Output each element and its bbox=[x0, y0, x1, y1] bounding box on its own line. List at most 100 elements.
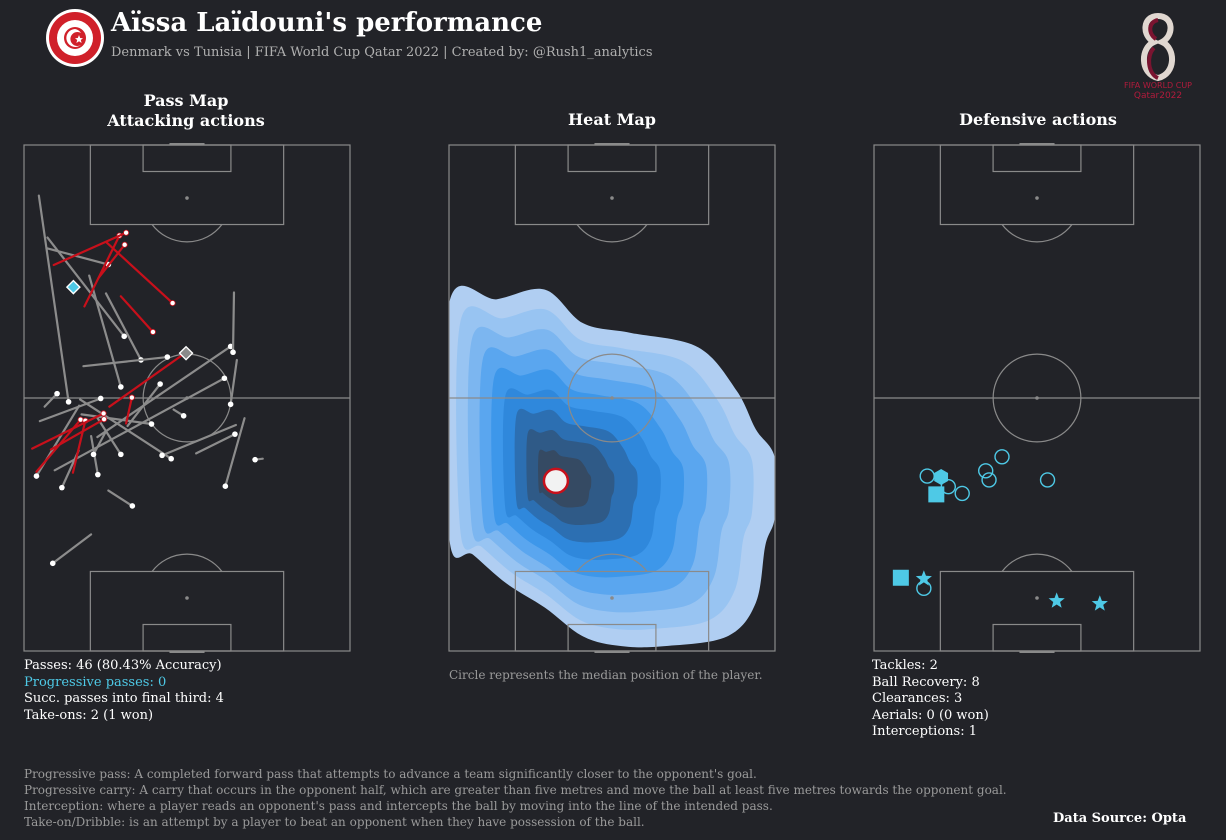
ball-recovery-stat: Ball Recovery: 8 bbox=[872, 674, 980, 690]
pass-end-marker bbox=[59, 484, 65, 491]
defensive-actions-pitch bbox=[873, 143, 1201, 653]
take-on-marker bbox=[178, 345, 194, 361]
defensive-actions-layer bbox=[892, 449, 1108, 611]
footnote-progressive-pass: Progressive pass: A completed forward pa… bbox=[24, 767, 757, 781]
pass-line bbox=[107, 489, 134, 508]
pass-line bbox=[82, 355, 169, 368]
pass-line bbox=[51, 533, 93, 565]
pass-line bbox=[126, 382, 162, 428]
final-third-pass-end-marker bbox=[121, 241, 128, 248]
ball-recovery-marker bbox=[916, 580, 932, 597]
final-third-pass-line bbox=[83, 234, 121, 308]
pass-end-marker bbox=[33, 473, 40, 479]
pass-line bbox=[46, 236, 126, 338]
ball-recovery-marker bbox=[978, 463, 994, 479]
take-ons-stat: Take-ons: 2 (1 won) bbox=[24, 707, 154, 723]
pitch-markings bbox=[23, 143, 351, 653]
center-circle bbox=[992, 353, 1082, 443]
tackles-stat: Tackles: 2 bbox=[872, 658, 938, 673]
pass-line bbox=[229, 358, 238, 406]
pass-end-marker bbox=[54, 390, 60, 397]
center-spot bbox=[610, 396, 614, 400]
pass-end-marker bbox=[164, 354, 171, 360]
take-on-marker bbox=[65, 279, 81, 295]
heat-map-pitch bbox=[448, 143, 776, 653]
clearances-stat: Clearances: 3 bbox=[872, 691, 963, 706]
final-third-pass-end-marker bbox=[77, 416, 84, 423]
pass-line bbox=[78, 398, 173, 460]
defensive-stats: Tackles: 2 Ball Recovery: 8 Clearances: … bbox=[872, 658, 989, 741]
pass-line bbox=[53, 377, 226, 472]
top-penalty-spot bbox=[610, 196, 614, 200]
ball-recovery-marker bbox=[954, 485, 970, 502]
top-penalty-arc bbox=[576, 224, 648, 243]
pass-line bbox=[80, 413, 153, 426]
pitch-markings bbox=[448, 143, 776, 653]
tackle-marker bbox=[892, 569, 909, 586]
pass-end-marker bbox=[65, 399, 72, 405]
pass-line bbox=[195, 433, 237, 455]
ball-recovery-marker bbox=[994, 449, 1010, 465]
world-cup-logo: FIFA WORLD CUP Qatar2022 bbox=[1118, 8, 1198, 101]
bottom-penalty-area bbox=[89, 570, 285, 652]
pass-end-marker bbox=[90, 451, 97, 458]
top-penalty-area bbox=[514, 144, 710, 226]
top-six-yard-box bbox=[567, 144, 657, 173]
pass-stats: Passes: 46 (80.43% Accuracy) Progressive… bbox=[24, 658, 224, 724]
pass-line bbox=[160, 423, 237, 457]
page-title: Aïssa Laïdouni's performance bbox=[111, 8, 543, 38]
final-third-pass-line bbox=[31, 412, 105, 450]
top-penalty-area bbox=[939, 144, 1135, 226]
final-third-pass-line bbox=[119, 295, 155, 334]
final-third-pass-end-marker bbox=[128, 394, 135, 401]
median-position-marker bbox=[542, 467, 570, 495]
center-spot bbox=[1035, 396, 1039, 400]
bottom-six-yard-box bbox=[992, 623, 1082, 652]
clearance-marker bbox=[1091, 595, 1108, 611]
tackle-marker bbox=[928, 486, 945, 503]
world-cup-logo-line1: FIFA WORLD CUP bbox=[1124, 81, 1192, 90]
bottom-penalty-spot bbox=[1035, 596, 1039, 600]
final-third-pass-line bbox=[49, 418, 106, 451]
ball-recovery-marker bbox=[981, 472, 997, 488]
top-six-yard-box bbox=[992, 144, 1082, 173]
clearance-marker bbox=[915, 570, 932, 586]
pass-end-marker bbox=[227, 401, 234, 408]
bottom-six-yard-box bbox=[142, 623, 232, 652]
pass-end-marker bbox=[49, 560, 56, 567]
ball-recovery-marker bbox=[1039, 472, 1056, 488]
final-third-pass-end-marker bbox=[101, 416, 108, 423]
top-penalty-arc bbox=[151, 224, 223, 243]
final-third-pass-line bbox=[97, 243, 126, 279]
bottom-penalty-arc bbox=[151, 553, 223, 572]
pitch-markings bbox=[873, 143, 1201, 653]
pass-end-marker bbox=[222, 483, 229, 489]
pass-end-marker bbox=[180, 413, 187, 419]
bottom-penalty-spot bbox=[185, 596, 189, 600]
pass-end-marker bbox=[97, 395, 104, 402]
footnote-progressive-carry: Progressive carry: A carry that occurs i… bbox=[24, 783, 1007, 797]
clearance-marker bbox=[1048, 592, 1065, 608]
interception-marker bbox=[934, 469, 949, 486]
pass-end-marker bbox=[252, 456, 258, 463]
pass-end-marker bbox=[221, 375, 228, 382]
ball-recovery-marker bbox=[919, 468, 935, 484]
top-penalty-area bbox=[89, 144, 285, 226]
pass-end-marker bbox=[157, 381, 163, 387]
pass-end-marker bbox=[168, 455, 174, 462]
pass-end-marker bbox=[129, 503, 136, 509]
interceptions-stat: Interceptions: 1 bbox=[872, 724, 977, 739]
pass-line bbox=[38, 397, 102, 423]
final-third-pass-line bbox=[125, 396, 133, 425]
bottom-penalty-arc bbox=[576, 553, 648, 572]
pass-end-marker bbox=[118, 451, 124, 458]
ball-recovery-marker bbox=[940, 478, 957, 495]
pass-end-marker bbox=[230, 349, 236, 356]
final-third-pass-end-marker bbox=[100, 410, 107, 417]
final-third-pass-line bbox=[71, 419, 87, 474]
progressive-passes-stat: Progressive passes: 0 bbox=[24, 674, 167, 690]
footnotes: Progressive pass: A completed forward pa… bbox=[24, 766, 1007, 830]
top-penalty-spot bbox=[185, 196, 189, 200]
final-third-pass-end-marker bbox=[169, 300, 176, 307]
pass-end-marker bbox=[95, 471, 101, 478]
